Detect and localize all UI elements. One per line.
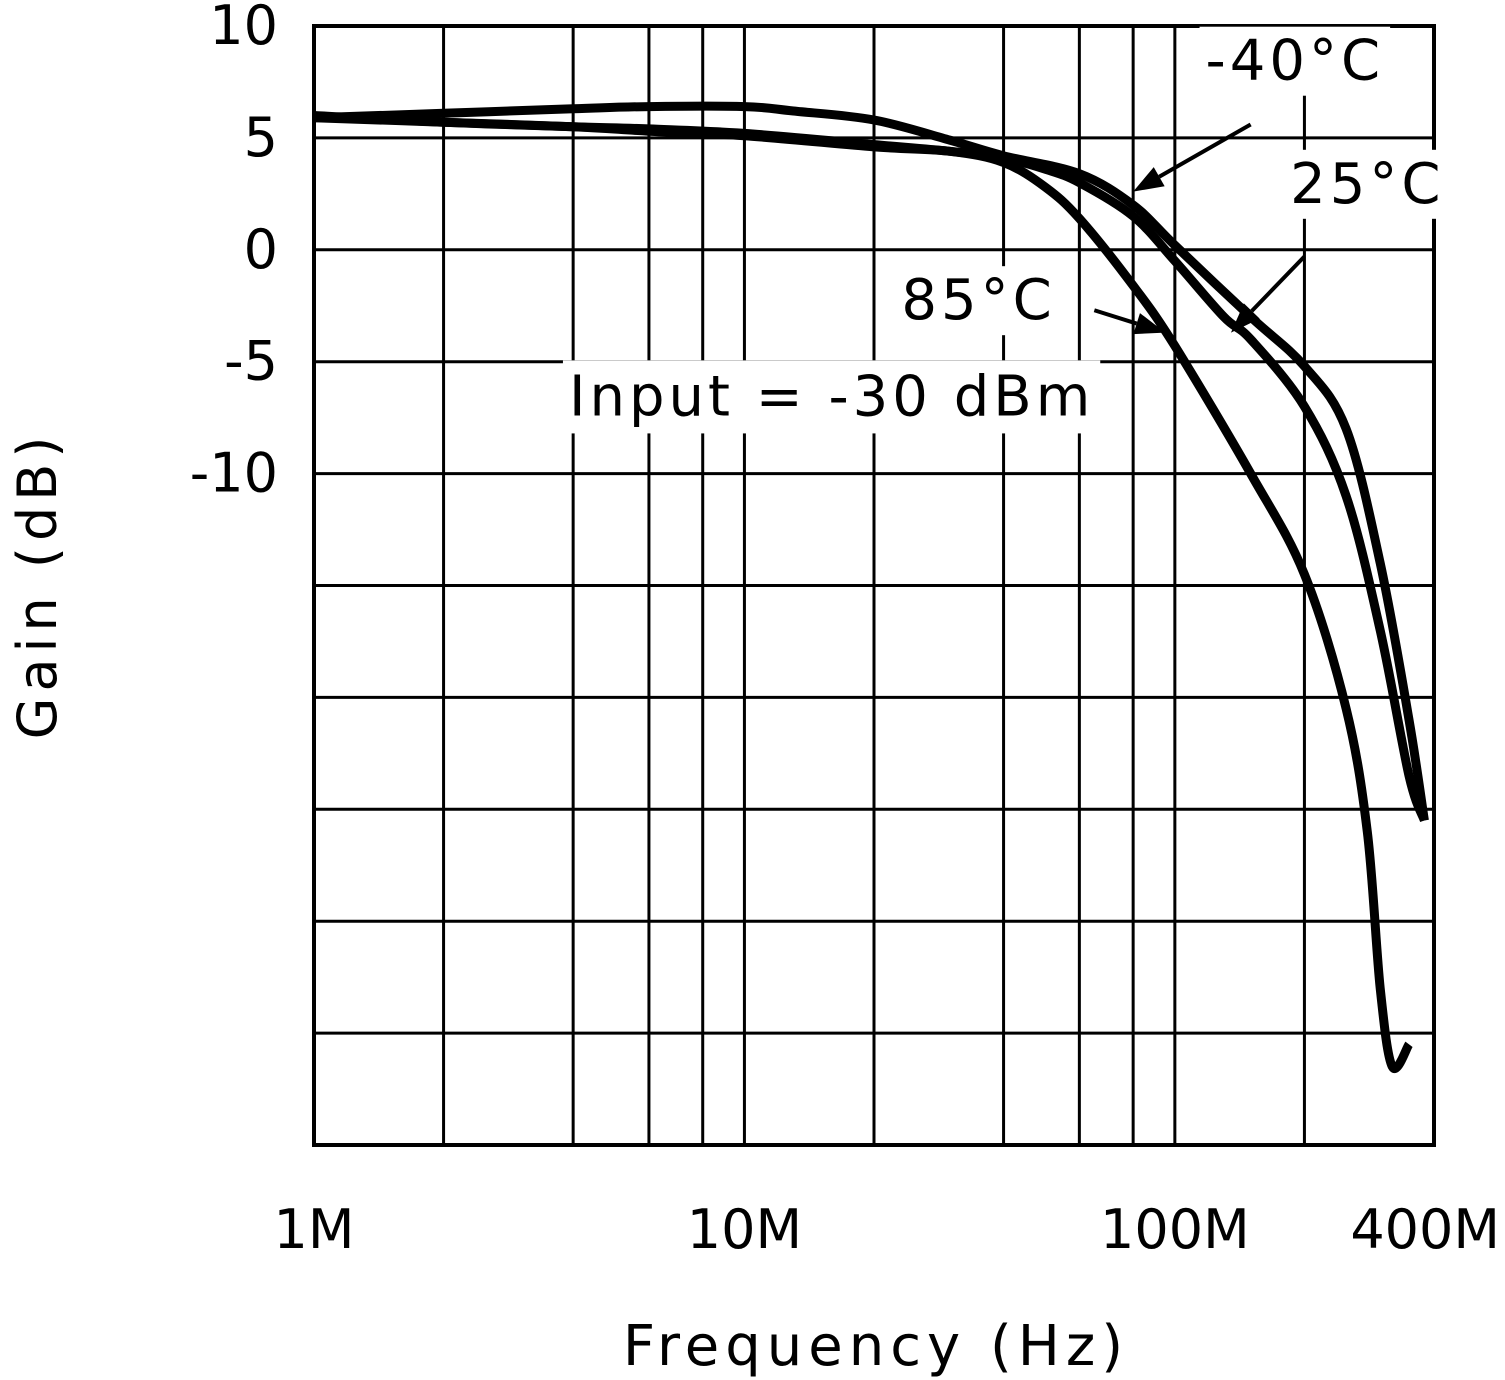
input-level-annotation: Input = -30 dBm [569,364,1094,429]
plot-frame [312,24,1436,1147]
series-label-bg-2 [895,266,1062,336]
series-label-1: 25°C [1290,152,1444,217]
y-tick-label: 10 [209,0,278,57]
series-line-1 [313,111,1429,823]
x-tick-label: 1M [274,1198,355,1261]
series-label-bg-0 [1199,26,1391,96]
x-tick-label: 10M [687,1198,802,1261]
series-label-0: -40°C [1206,29,1385,94]
annotation-background [562,360,1101,434]
series-arrow-shaft-0 [1158,122,1252,179]
annotation-layer: Input = -30 dBm [562,360,1101,434]
series-layer: -40°C 25°C 85°C [313,26,1451,1074]
series-arrow-head-1 [1230,303,1260,333]
grid [314,26,1434,1145]
x-axis-label: Frequency (Hz) [623,1314,1129,1379]
y-tick-labels: 10 5 0 -5 -10 [190,0,278,505]
series-label-bg-1 [1284,149,1451,219]
series-arrow-head-2 [1133,313,1166,335]
series-label-2: 85°C [901,268,1055,333]
y-tick-label: 5 [244,106,278,169]
series-arrow-shaft-2 [1093,308,1138,326]
y-axis-label: Gain (dB) [6,431,69,740]
y-tick-label: -10 [190,442,278,505]
x-tick-label: 100M [1100,1198,1250,1261]
y-tick-label: -5 [224,330,278,393]
series-line-0 [313,101,1429,822]
y-tick-label: 0 [244,218,278,281]
series-line-2 [313,113,1413,1074]
x-tick-labels: 1M 10M 100M 400M [274,1198,1500,1261]
series-arrow-shaft-1 [1250,255,1306,313]
series-arrow-head-0 [1133,167,1165,192]
x-tick-label: 400M [1350,1198,1500,1261]
